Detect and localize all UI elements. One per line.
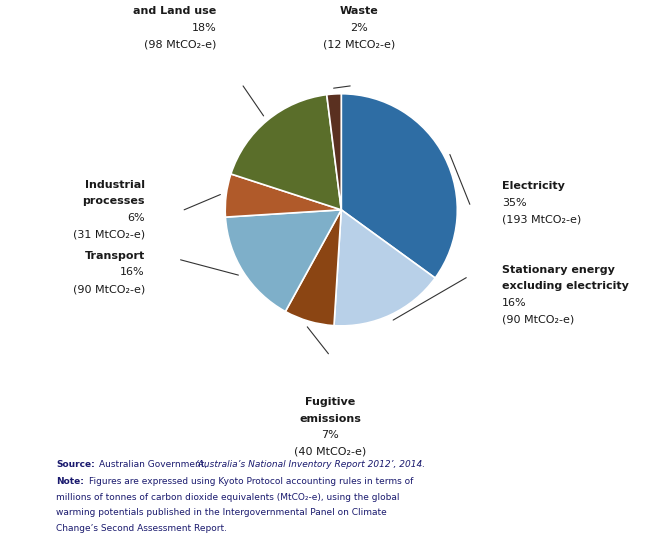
- Text: Australian Government,: Australian Government,: [99, 460, 210, 469]
- Text: processes: processes: [82, 196, 145, 206]
- Wedge shape: [342, 94, 457, 278]
- Text: excluding electricity: excluding electricity: [502, 281, 629, 291]
- Text: warming potentials published in the Intergovernmental Panel on Climate: warming potentials published in the Inte…: [56, 508, 387, 517]
- Text: millions of tonnes of carbon dioxide equivalents (MtCO₂-e), using the global: millions of tonnes of carbon dioxide equ…: [56, 493, 399, 502]
- Text: Transport: Transport: [85, 251, 145, 261]
- Text: (193 MtCO₂-e): (193 MtCO₂-e): [502, 215, 581, 225]
- Text: (12 MtCO₂-e): (12 MtCO₂-e): [323, 40, 395, 50]
- Wedge shape: [225, 174, 342, 217]
- Text: 16%: 16%: [502, 298, 526, 308]
- Text: 18%: 18%: [191, 23, 216, 33]
- Text: 2%: 2%: [350, 23, 368, 33]
- Text: and Land use: and Land use: [133, 6, 216, 16]
- Text: Waste: Waste: [340, 6, 378, 16]
- Text: (90 MtCO₂-e): (90 MtCO₂-e): [502, 315, 574, 325]
- Text: Industrial: Industrial: [85, 180, 145, 190]
- Wedge shape: [286, 210, 342, 326]
- Text: Source:: Source:: [56, 460, 95, 469]
- Text: Note:: Note:: [56, 477, 84, 486]
- Text: (90 MtCO₂-e): (90 MtCO₂-e): [72, 284, 145, 294]
- Text: Figures are expressed using Kyoto Protocol accounting rules in terms of: Figures are expressed using Kyoto Protoc…: [89, 477, 413, 486]
- Text: Stationary energy: Stationary energy: [502, 264, 615, 275]
- Text: (40 MtCO₂-e): (40 MtCO₂-e): [294, 447, 367, 457]
- Wedge shape: [327, 94, 342, 210]
- Text: 6%: 6%: [127, 213, 145, 223]
- Text: Electricity: Electricity: [502, 181, 565, 191]
- Text: 7%: 7%: [321, 430, 339, 440]
- Text: emissions: emissions: [299, 413, 361, 424]
- Text: ‘Australia’s National Inventory Report 2012’, 2014.: ‘Australia’s National Inventory Report 2…: [196, 460, 425, 469]
- Text: 35%: 35%: [502, 198, 526, 208]
- Text: Fugitive: Fugitive: [305, 397, 355, 407]
- Text: 16%: 16%: [120, 267, 145, 277]
- Wedge shape: [231, 95, 342, 210]
- Text: Change’s Second Assessment Report.: Change’s Second Assessment Report.: [56, 524, 227, 533]
- Text: (98 MtCO₂-e): (98 MtCO₂-e): [144, 40, 216, 50]
- Text: (31 MtCO₂-e): (31 MtCO₂-e): [73, 230, 145, 240]
- Wedge shape: [226, 210, 342, 311]
- Wedge shape: [334, 210, 435, 326]
